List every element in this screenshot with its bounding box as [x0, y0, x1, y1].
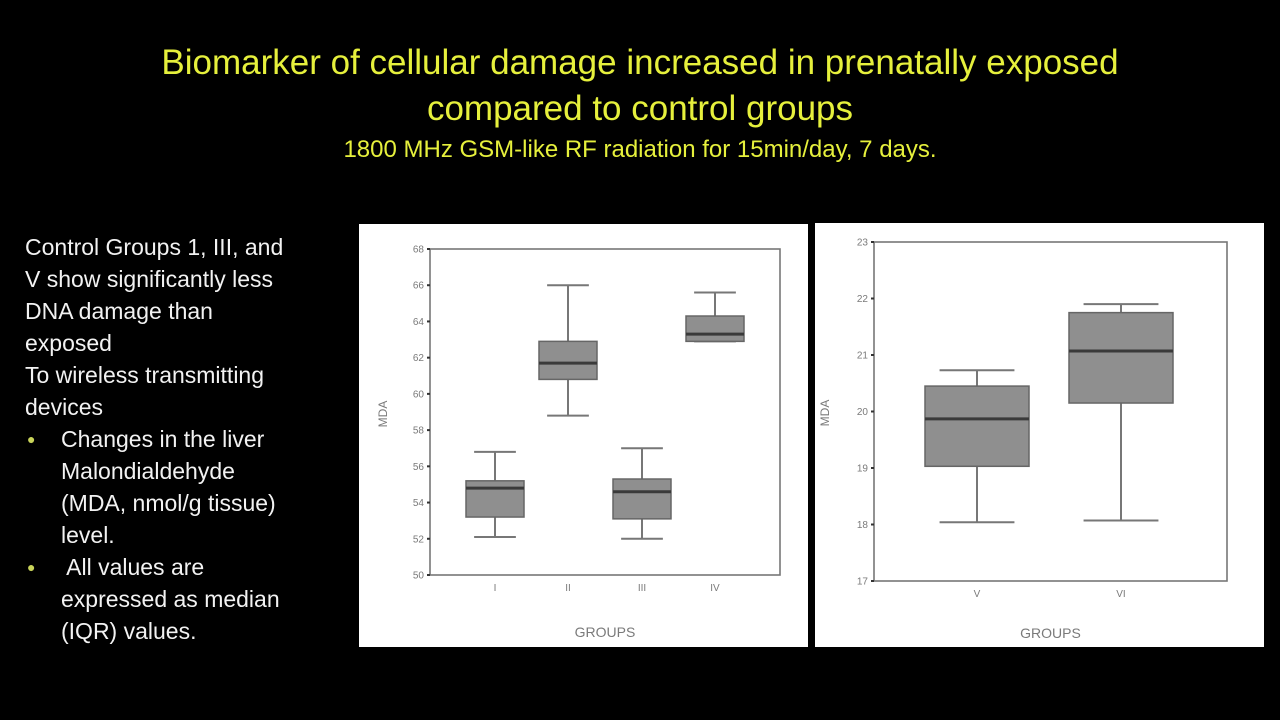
x-tick-label: V: [974, 589, 981, 600]
y-tick-label: 56: [413, 462, 425, 473]
slide-title-line-1: Biomarker of cellular damage increased i…: [161, 43, 1119, 82]
y-tick-label: 68: [413, 245, 425, 256]
bullet-dot-icon: ●: [27, 559, 36, 575]
notes-bullet-item: ● All values are expressed as median (IQ…: [25, 551, 365, 647]
bullet-line: (MDA, nmol/g tissue): [61, 490, 276, 516]
boxplot-chart-right: 17 18 19 20 21 22 23 MDA GROUPS V VI: [818, 238, 1228, 641]
y-tick-label: 62: [413, 353, 425, 364]
y-axis-label: MDA: [818, 400, 832, 427]
notes-line: Control Groups 1, III, and: [25, 234, 284, 260]
boxplot-panel-groups-i-iv: 50 52 54 56 58 60 62 64 66 68 MDA GROUPS I II III IV: [359, 224, 808, 647]
slide-title-line-2: compared to control groups: [426, 89, 854, 128]
y-tick-label: 50: [413, 571, 425, 582]
box-group-iv: IV: [685, 291, 745, 594]
y-tick-label: 54: [413, 498, 425, 509]
box-group-v: V: [924, 369, 1030, 600]
iqr-box: [924, 385, 1030, 468]
notes-line: To wireless transmitting: [25, 362, 265, 388]
notes-bullet-list: ● Changes in the liver Malondialdehyde (…: [25, 423, 365, 647]
y-tick-label: 60: [413, 389, 425, 400]
box-group-i: I: [465, 450, 525, 594]
iqr-box: [612, 478, 672, 520]
y-tick-label: 22: [857, 294, 869, 305]
x-axis-label: GROUPS: [1020, 625, 1081, 641]
bullet-line: level.: [61, 522, 115, 548]
iqr-box: [685, 315, 745, 343]
x-tick-label: II: [565, 583, 571, 594]
x-tick-label: VI: [1116, 589, 1125, 600]
notes-line: DNA damage than: [25, 298, 213, 324]
notes-line: exposed: [25, 330, 112, 356]
x-tick-label: III: [638, 583, 646, 594]
y-tick-label: 52: [413, 534, 425, 545]
box-group-ii: II: [538, 284, 598, 594]
iqr-box: [1068, 311, 1174, 404]
x-tick-label: IV: [710, 583, 720, 594]
bullet-line: Changes in the liver: [61, 426, 265, 452]
y-tick-label: 64: [413, 317, 425, 328]
y-axis-label: MDA: [376, 401, 390, 428]
notes-line: devices: [25, 394, 103, 420]
box-group-vi: VI: [1068, 303, 1174, 600]
y-tick-label: 19: [857, 464, 869, 475]
x-axis-label: GROUPS: [575, 624, 636, 640]
y-tick-label: 21: [857, 351, 869, 362]
bullet-line: Malondialdehyde: [61, 458, 235, 484]
iqr-box: [538, 340, 598, 381]
notes-bullet-item: ● Changes in the liver Malondialdehyde (…: [25, 423, 365, 551]
box-group-iii: III: [612, 447, 672, 594]
y-tick-label: 20: [857, 407, 869, 418]
x-tick-label: I: [494, 583, 497, 594]
slide-subtitle: 1800 MHz GSM-like RF radiation for 15min…: [343, 136, 937, 163]
bullet-line: expressed as median: [61, 586, 280, 612]
bullet-dot-icon: ●: [27, 431, 36, 447]
boxplot-panel-groups-v-vi: 17 18 19 20 21 22 23 MDA GROUPS V VI: [815, 223, 1264, 647]
iqr-box: [465, 480, 525, 518]
plot-frame: [429, 248, 781, 576]
y-tick-label: 17: [857, 577, 869, 588]
notes-text-block: Control Groups 1, III, and V show signif…: [25, 231, 365, 647]
y-tick-label: 58: [413, 426, 425, 437]
y-tick-label: 66: [413, 281, 425, 292]
bullet-line: (IQR) values.: [61, 618, 197, 644]
notes-line: V show significantly less: [25, 266, 273, 292]
bullet-line: All values are: [61, 554, 205, 580]
y-tick-label: 18: [857, 520, 869, 531]
y-tick-label: 23: [857, 238, 869, 249]
